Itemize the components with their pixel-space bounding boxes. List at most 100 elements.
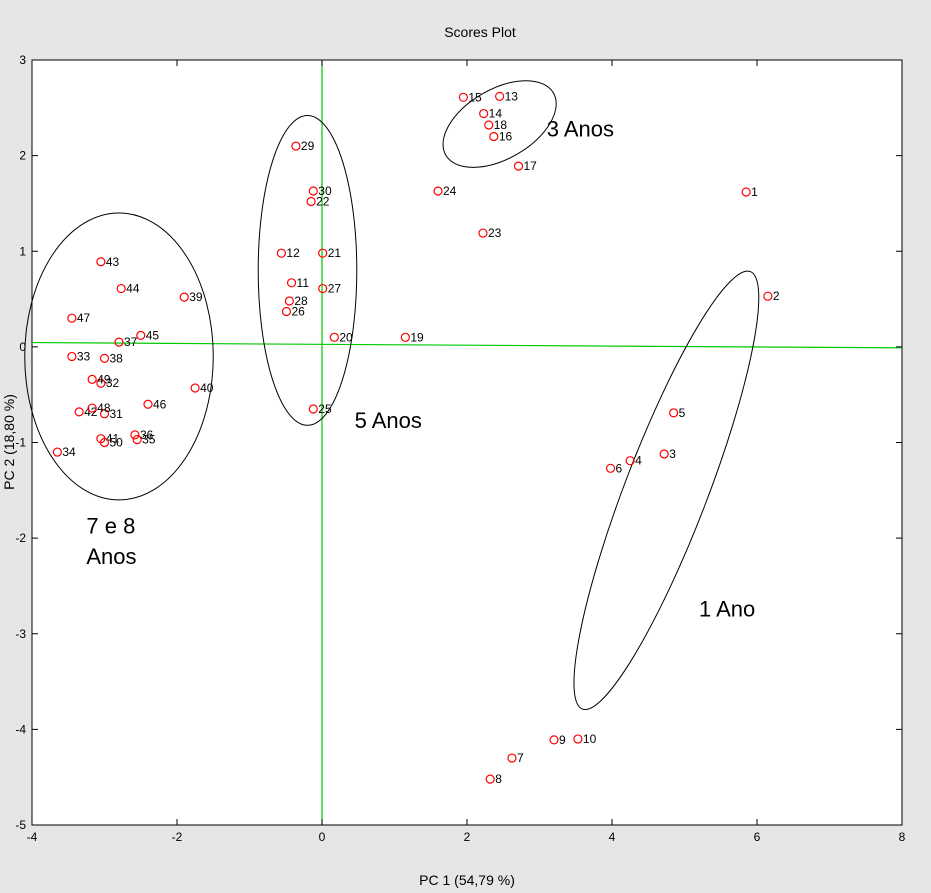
point-label: 50 bbox=[110, 436, 124, 450]
scatter-point bbox=[669, 408, 679, 418]
scatter-point bbox=[458, 92, 468, 102]
scatter-point bbox=[143, 399, 153, 409]
scatter-point bbox=[308, 404, 318, 414]
point-label: 14 bbox=[489, 107, 503, 121]
point-label: 3 bbox=[669, 447, 676, 461]
point-label: 29 bbox=[301, 139, 315, 153]
point-label: 11 bbox=[297, 276, 310, 290]
y-tick-label: -1 bbox=[15, 436, 26, 450]
scatter-point bbox=[74, 407, 84, 417]
point-label: 2 bbox=[773, 289, 780, 303]
y-tick-label: -2 bbox=[15, 531, 26, 545]
reference-lines bbox=[31, 60, 903, 825]
scatter-point bbox=[484, 120, 494, 130]
point-label: 26 bbox=[291, 304, 305, 318]
y-tick-label: 0 bbox=[19, 340, 26, 354]
point-label: 17 bbox=[523, 159, 537, 173]
scatter-point bbox=[132, 435, 142, 445]
point-label: 49 bbox=[97, 372, 111, 386]
group-annotation: 3 Anos bbox=[547, 117, 614, 142]
point-label: 40 bbox=[200, 381, 214, 395]
y-tick-label: 2 bbox=[19, 149, 26, 163]
scatter-point bbox=[763, 291, 773, 301]
point-label: 27 bbox=[328, 282, 342, 296]
point-label: 23 bbox=[488, 226, 502, 240]
point-label: 30 bbox=[318, 184, 332, 198]
scatter-point bbox=[179, 292, 189, 302]
group-ellipse bbox=[24, 212, 214, 501]
group-annotation: Anos bbox=[86, 544, 136, 569]
scatter-point bbox=[400, 332, 410, 342]
point-label: 43 bbox=[106, 255, 120, 269]
point-label: 21 bbox=[328, 246, 342, 260]
scatter-point bbox=[485, 774, 495, 784]
scatter-point bbox=[507, 753, 517, 763]
point-label: 16 bbox=[499, 130, 513, 144]
horizontal-zero-line bbox=[31, 341, 903, 349]
scatter-point bbox=[276, 248, 286, 258]
scatter-point bbox=[67, 313, 77, 323]
point-label: 48 bbox=[97, 401, 111, 415]
point-label: 15 bbox=[468, 90, 482, 104]
point-label: 32 bbox=[106, 376, 120, 390]
scatter-point bbox=[318, 248, 328, 258]
point-label: 31 bbox=[110, 407, 124, 421]
point-label: 34 bbox=[62, 445, 76, 459]
scatter-point bbox=[190, 383, 200, 393]
point-label: 39 bbox=[189, 290, 203, 304]
group-ellipse bbox=[257, 114, 358, 426]
group-ellipses bbox=[24, 80, 760, 711]
point-label: 28 bbox=[294, 294, 308, 308]
x-axis-label: PC 1 (54,79 %) bbox=[419, 872, 515, 888]
point-label: 47 bbox=[77, 311, 91, 325]
scatter-point bbox=[284, 296, 294, 306]
scatter-point bbox=[114, 337, 124, 347]
scatter-point bbox=[52, 447, 62, 457]
x-tick-label: -4 bbox=[27, 830, 38, 844]
point-label: 46 bbox=[153, 397, 167, 411]
point-label: 36 bbox=[140, 428, 154, 442]
point-label: 18 bbox=[494, 118, 508, 132]
group-annotation: 1 Ano bbox=[699, 597, 755, 622]
y-axis-label: PC 2 (18,80 %) bbox=[1, 394, 17, 490]
point-label: 45 bbox=[146, 328, 160, 342]
scatter-point bbox=[549, 735, 559, 745]
point-label: 12 bbox=[286, 246, 300, 260]
point-label: 41 bbox=[106, 432, 120, 446]
scatter-point bbox=[99, 353, 110, 363]
scatter-point bbox=[87, 403, 97, 413]
scatter-point bbox=[478, 228, 488, 238]
y-tick-label: -3 bbox=[15, 627, 26, 641]
scatter-point bbox=[308, 186, 318, 196]
scatter-point bbox=[87, 374, 97, 384]
point-label: 5 bbox=[679, 406, 686, 420]
scatter-point bbox=[99, 409, 110, 419]
scatter-point bbox=[281, 306, 292, 317]
point-label: 22 bbox=[316, 195, 330, 209]
scatter-point bbox=[99, 437, 110, 448]
scatter-point bbox=[116, 283, 126, 294]
x-tick-label: 2 bbox=[464, 830, 471, 844]
scatter-point bbox=[433, 186, 443, 196]
y-tick-label: -5 bbox=[15, 818, 26, 832]
scatter-point bbox=[306, 196, 316, 207]
x-tick-label: 8 bbox=[899, 830, 906, 844]
x-tick-label: 0 bbox=[319, 830, 326, 844]
scatter-point bbox=[513, 161, 524, 171]
scatter-point bbox=[479, 108, 489, 119]
point-label: 6 bbox=[616, 461, 623, 475]
point-label: 4 bbox=[635, 454, 642, 468]
group-annotation: 5 Anos bbox=[355, 408, 422, 433]
group-ellipse bbox=[573, 270, 760, 711]
x-tick-label: 6 bbox=[754, 830, 761, 844]
scatter-point bbox=[329, 332, 339, 342]
group-annotations: 3 Anos 5 Anos 1 Ano 7 e 8 Anos bbox=[86, 117, 755, 622]
scatter-point bbox=[96, 257, 106, 267]
scatter-point bbox=[286, 278, 297, 288]
x-tick-label: 4 bbox=[609, 830, 616, 844]
scatter-point bbox=[96, 378, 106, 388]
scatter-point bbox=[318, 283, 328, 294]
point-label: 44 bbox=[126, 282, 140, 296]
scatter-point bbox=[741, 187, 751, 197]
